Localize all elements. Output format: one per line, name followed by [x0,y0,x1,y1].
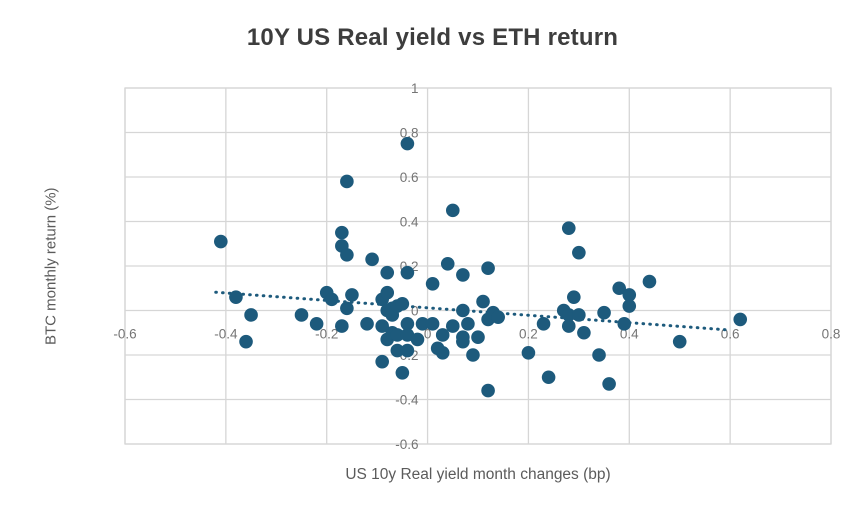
scatter-point [541,370,556,385]
scatter-point [309,317,324,331]
scatter-point [425,277,440,291]
scatter-point [435,328,450,342]
scatter-point [340,301,354,316]
scatter-point [229,290,243,304]
scatter-point [622,299,637,313]
scatter-point [672,334,687,349]
plot-border [124,87,832,445]
x-tick-label: -0.4 [214,327,238,342]
x-tick-label: 0.8 [822,327,841,342]
scatter-point [375,319,389,333]
scatter-point [602,377,616,391]
scatter-point [617,317,632,331]
y-tick-label: 0.6 [400,170,419,185]
y-tick-label: 0.4 [400,214,419,229]
x-tick-label: 0.2 [519,327,538,342]
scatter-point [239,334,253,349]
scatter-point [567,290,581,304]
y-tick-label: -0.6 [395,437,418,452]
scatter-point [400,265,415,280]
scatter-point [642,274,657,289]
chart-title: 10Y US Real yield vs ETH return [246,24,619,51]
scatter-point [491,310,505,324]
scatter-point [345,288,359,302]
scatter-point [425,317,440,331]
scatter-point [380,265,395,280]
scatter-point [521,345,536,360]
scatter-point [481,383,495,398]
scatter-point [561,221,576,235]
scatter-point [456,268,470,282]
scatter-point [592,348,606,362]
scatter-point [400,136,415,151]
scatter-point [390,343,405,358]
scatter-point [572,308,586,322]
scatter-point [400,343,415,358]
x-tick-label: -0.2 [315,327,338,342]
scatter-point [410,332,425,347]
scatter-point [577,325,591,340]
scatter-point [400,317,415,331]
scatter-point [380,285,395,300]
scatter-point [294,308,309,322]
scatter-point [561,319,576,333]
x-tick-label: 0 [424,327,432,342]
scatter-point [476,294,490,309]
y-tick-label: -0.4 [395,392,419,407]
scatter-point [214,234,228,249]
scatter-point [572,245,586,260]
scatter-point [395,366,410,380]
scatter-point [360,317,374,331]
x-tick-label: -0.6 [113,327,136,342]
scatter-point [340,174,354,189]
scatter-point [733,312,748,327]
scatter-point [622,288,637,302]
scatter-point [365,252,379,267]
scatter-point [445,319,460,333]
y-tick-label: 1 [411,81,419,96]
scatter-point [440,256,455,271]
scatter-point [597,305,611,320]
y-tick-label: 0.8 [400,125,419,140]
scatter-point [471,330,485,345]
scatter-point [335,225,349,240]
scatter-point [435,345,450,360]
scatter-point [415,317,430,331]
scatter-point [461,317,475,331]
scatter-point [324,292,339,307]
scatter-point [395,297,410,311]
scatter-point [481,261,495,276]
scatter-point [244,308,258,322]
scatter-point [466,348,480,362]
y-tick-label: 0 [411,303,419,318]
scatter-point [536,317,551,331]
scatter-point [456,303,470,318]
scatter-point [445,203,460,218]
scatter-point [390,328,405,342]
scatter-point [456,334,470,349]
scatter-point [561,308,576,322]
trendline [214,290,732,332]
scatter-point [612,281,626,296]
x-axis-title: US 10y Real yield month changes (bp) [345,466,611,483]
scatter-point [340,248,354,262]
scatter-point [335,319,349,333]
scatter-point [375,354,389,369]
